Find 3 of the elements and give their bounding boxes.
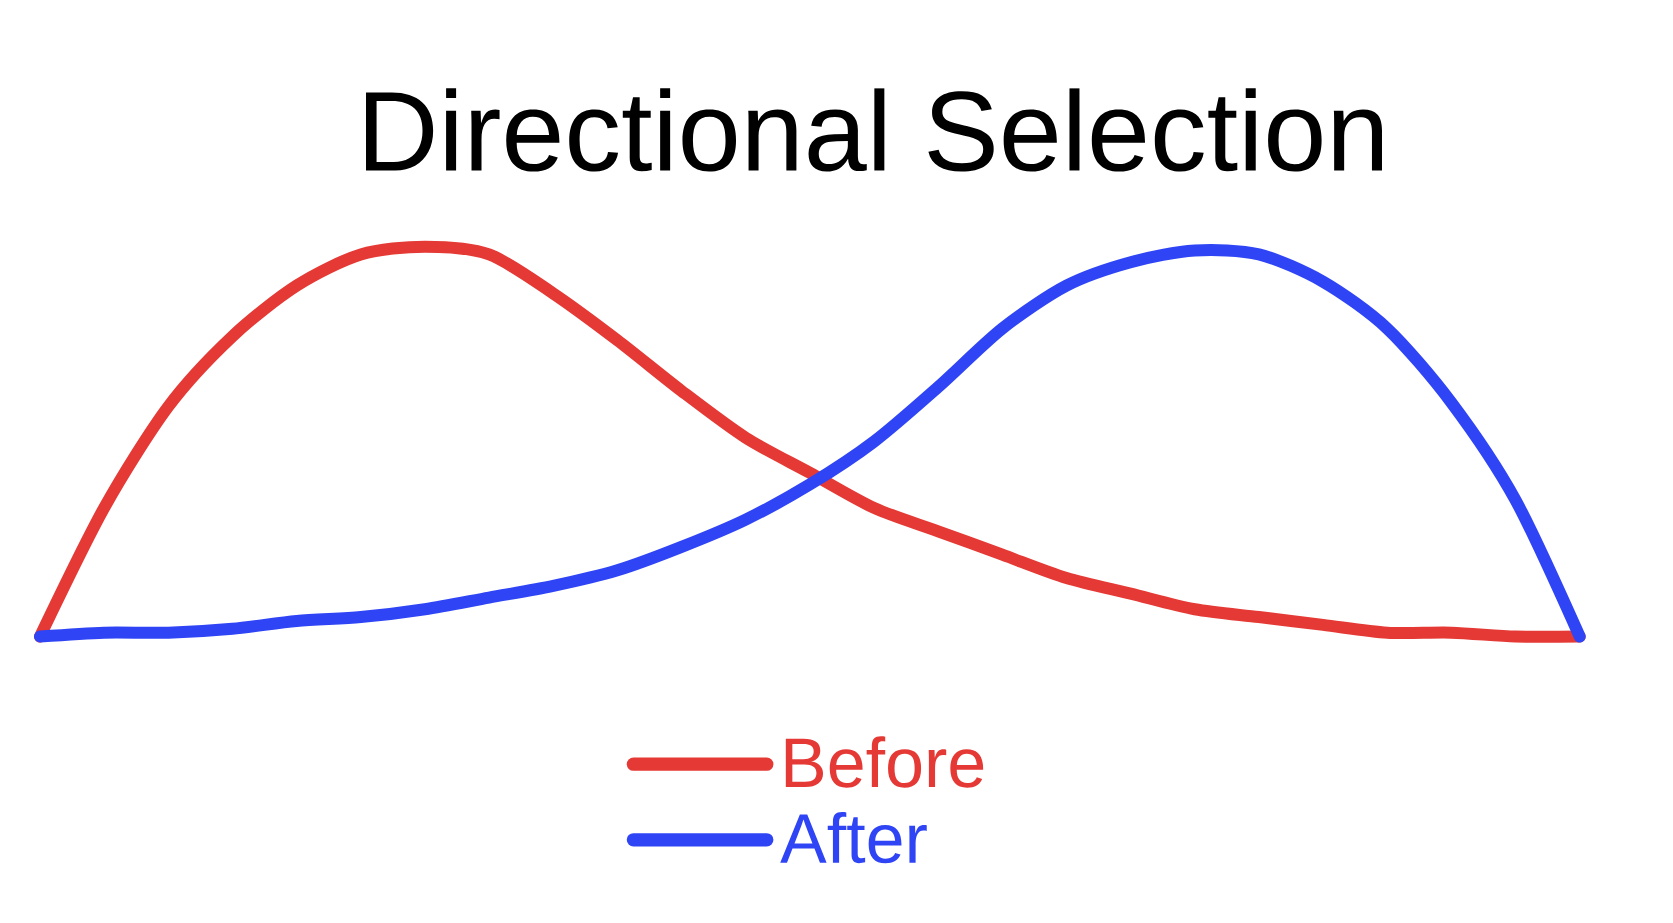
legend-label: Before: [785, 736, 984, 788]
legend-label: After: [780, 811, 927, 864]
chart-title: Directional Selection: [366, 88, 1382, 172]
